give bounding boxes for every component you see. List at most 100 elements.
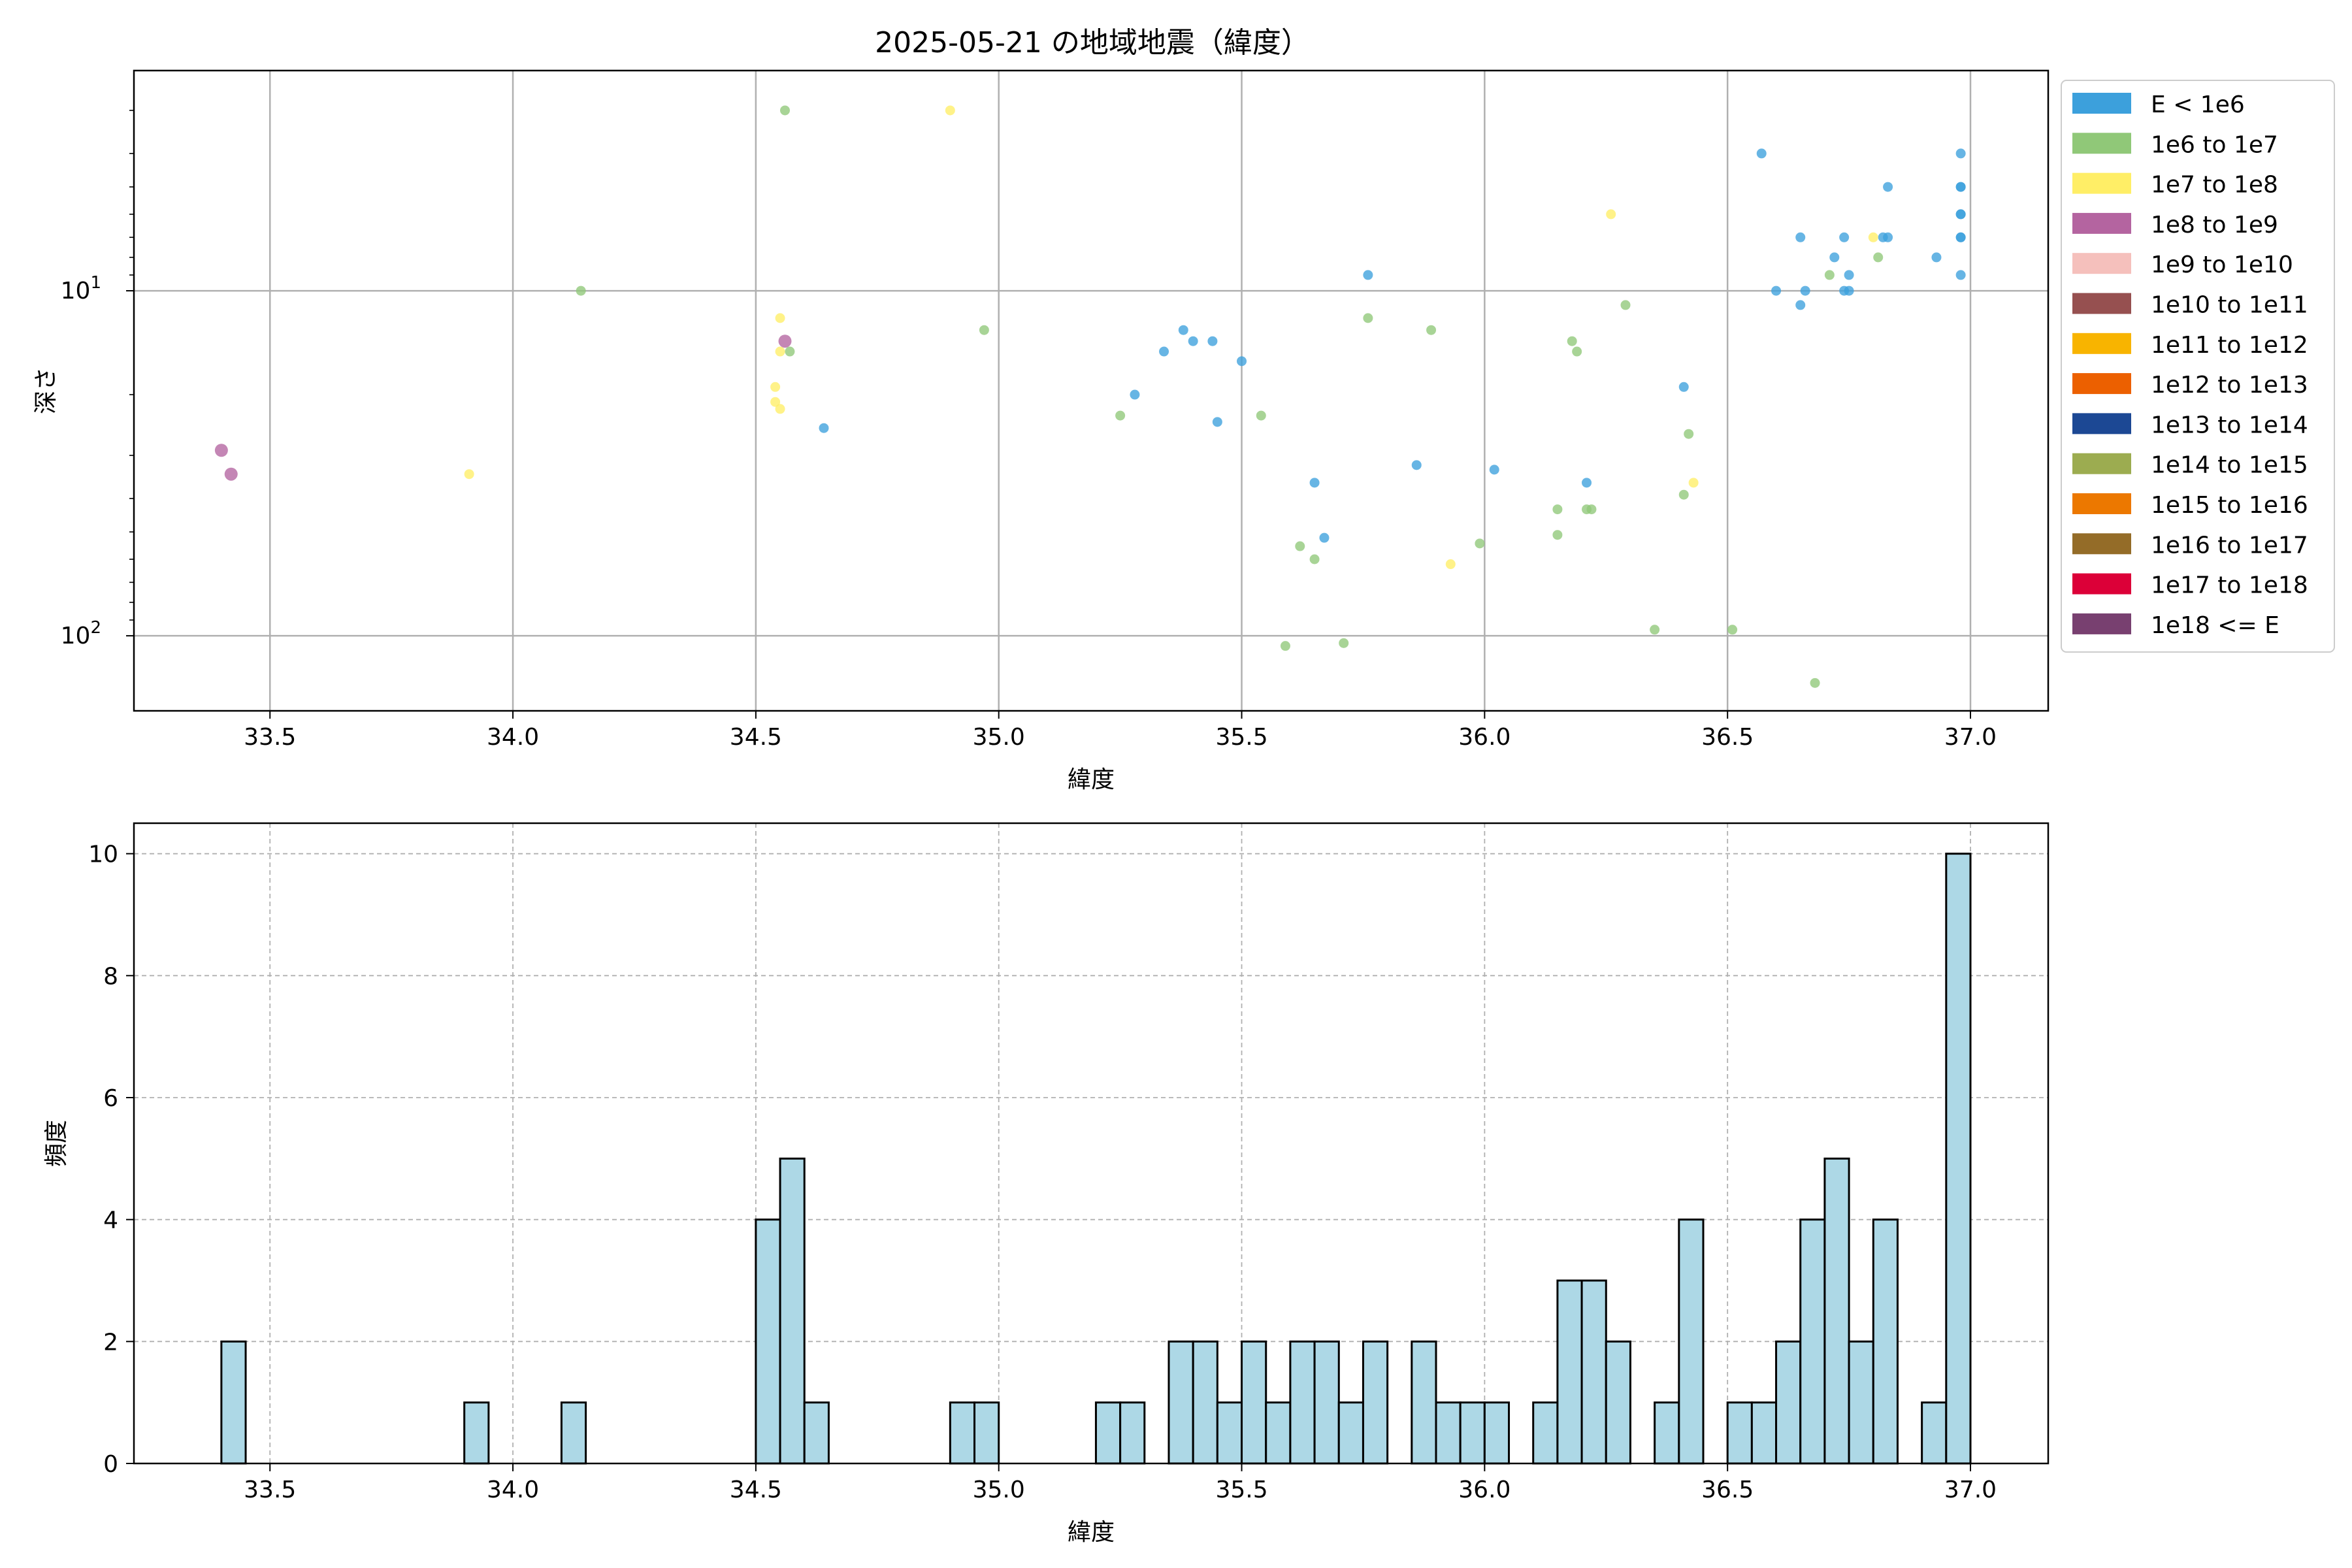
scatter-point xyxy=(1883,232,1893,242)
histogram-bar xyxy=(1168,1340,1194,1465)
scatter-points xyxy=(214,105,1966,688)
scatter-point xyxy=(1586,504,1597,515)
scatter-x-label: 緯度 xyxy=(1068,766,1115,793)
scatter-point xyxy=(1572,346,1582,357)
scatter-point xyxy=(1552,504,1563,515)
scatter-x-tick-label: 34.0 xyxy=(487,724,539,751)
legend-swatch xyxy=(2072,93,2131,114)
histogram-bars xyxy=(220,853,1972,1465)
scatter-point xyxy=(1207,336,1218,346)
legend-label: 1e12 to 1e13 xyxy=(2151,372,2308,399)
histogram-bar xyxy=(1483,1401,1511,1465)
scatter-point xyxy=(1159,346,1169,357)
legend-swatch xyxy=(2072,493,2131,514)
histogram-bar xyxy=(755,1218,781,1465)
histogram-bar xyxy=(1872,1218,1899,1465)
legend-swatch xyxy=(2072,613,2131,634)
legend-label: 1e15 to 1e16 xyxy=(2151,492,2308,519)
scatter-y-tick-base: 10 xyxy=(61,278,91,304)
scatter-point xyxy=(979,325,989,335)
scatter-point xyxy=(1620,300,1631,310)
legend-swatch xyxy=(2072,533,2131,555)
histogram-y-tick-label: 8 xyxy=(103,963,118,990)
histogram-bar xyxy=(1094,1401,1122,1465)
histogram-bar xyxy=(1921,1401,1948,1465)
scatter-point xyxy=(1363,313,1373,323)
chart-title: 2025-05-21 の地域地震（緯度） xyxy=(875,26,1310,59)
histogram-x-tick-label: 36.5 xyxy=(1701,1477,1754,1503)
scatter-point xyxy=(775,313,785,323)
histogram-y-tick-label: 0 xyxy=(103,1451,118,1478)
histogram-bar xyxy=(1313,1340,1340,1465)
legend-swatch xyxy=(2072,413,2131,434)
histogram-x-tick-label: 34.0 xyxy=(487,1477,539,1503)
histogram-bar xyxy=(1750,1401,1778,1465)
histogram-x-ticks: 33.5 34.0 34.5 35.0 35.5 36.0 36.5 37.0 xyxy=(244,1463,1997,1503)
histogram-bar xyxy=(1556,1279,1583,1465)
legend: E < 1e6 1e6 to 1e7 1e7 to 1e8 1e8 to 1e9 1e9… xyxy=(2061,80,2335,653)
histogram-x-label: 緯度 xyxy=(1068,1519,1115,1546)
histogram-x-tick-label: 33.5 xyxy=(244,1477,296,1503)
histogram-frame xyxy=(133,822,2050,1465)
scatter-point xyxy=(1756,148,1767,159)
scatter-frame xyxy=(133,69,2050,712)
legend-swatch xyxy=(2072,373,2131,395)
legend-label: 1e8 to 1e9 xyxy=(2151,212,2278,238)
legend-label: 1e18 <= E xyxy=(2151,612,2279,639)
scatter-x-tick-label: 35.5 xyxy=(1215,724,1267,751)
histogram-bar xyxy=(779,1157,806,1465)
histogram-bar xyxy=(463,1401,490,1465)
histogram-bar xyxy=(803,1401,830,1465)
scatter-point xyxy=(1839,232,1850,242)
scatter-point xyxy=(1727,625,1738,635)
scatter-point xyxy=(1955,270,1966,280)
scatter-point xyxy=(1873,252,1884,263)
histogram-bar xyxy=(1605,1340,1631,1465)
histogram-bar xyxy=(1654,1401,1680,1465)
scatter-point xyxy=(770,382,781,392)
histogram-bar xyxy=(1241,1340,1267,1465)
legend-label: 1e7 to 1e8 xyxy=(2151,172,2278,199)
scatter-point xyxy=(1955,232,1966,242)
scatter-point xyxy=(1309,554,1320,564)
scatter-y-label: 深さ xyxy=(33,367,59,414)
scatter-point xyxy=(1567,336,1577,346)
scatter-point xyxy=(1339,638,1349,648)
legend-label: 1e9 to 1e10 xyxy=(2151,252,2293,278)
scatter-point xyxy=(1188,336,1198,346)
legend-label: 1e16 to 1e17 xyxy=(2151,532,2308,559)
scatter-point xyxy=(1684,429,1694,439)
scatter-x-ticks: 33.5 34.0 34.5 35.0 35.5 36.0 36.5 37.0 xyxy=(244,711,1997,751)
histogram-bar xyxy=(1823,1157,1850,1465)
scatter-point xyxy=(1489,465,1499,475)
histogram-bar xyxy=(1119,1401,1146,1465)
histogram-bar xyxy=(1289,1340,1316,1465)
legend-label: 1e6 to 1e7 xyxy=(2151,131,2278,158)
legend-swatch xyxy=(2072,253,2131,274)
scatter-point xyxy=(1552,530,1563,540)
scatter-y-tick-base: 10 xyxy=(61,623,91,649)
scatter-point xyxy=(1445,559,1456,570)
histogram-bar xyxy=(1678,1218,1705,1465)
scatter-point xyxy=(775,404,785,414)
scatter-point xyxy=(1237,356,1247,367)
legend-label: 1e11 to 1e12 xyxy=(2151,332,2308,359)
scatter-point xyxy=(770,397,781,407)
scatter-point xyxy=(945,105,955,116)
legend-swatch xyxy=(2072,172,2131,194)
scatter-point xyxy=(1678,489,1689,500)
histogram-x-tick-label: 35.0 xyxy=(973,1477,1025,1503)
scatter-point xyxy=(1771,286,1782,296)
scatter-point xyxy=(1426,325,1437,335)
histogram-bar xyxy=(1216,1401,1243,1465)
scatter-point xyxy=(1178,325,1188,335)
legend-label: 1e13 to 1e14 xyxy=(2151,412,2308,438)
histogram-bar xyxy=(1265,1401,1292,1465)
histogram-y-label: 頻度 xyxy=(43,1120,70,1167)
scatter-point xyxy=(224,467,238,481)
scatter-point xyxy=(1309,478,1320,488)
histogram-y-tick-label: 10 xyxy=(88,841,118,868)
scatter-x-tick-label: 33.5 xyxy=(244,724,296,751)
